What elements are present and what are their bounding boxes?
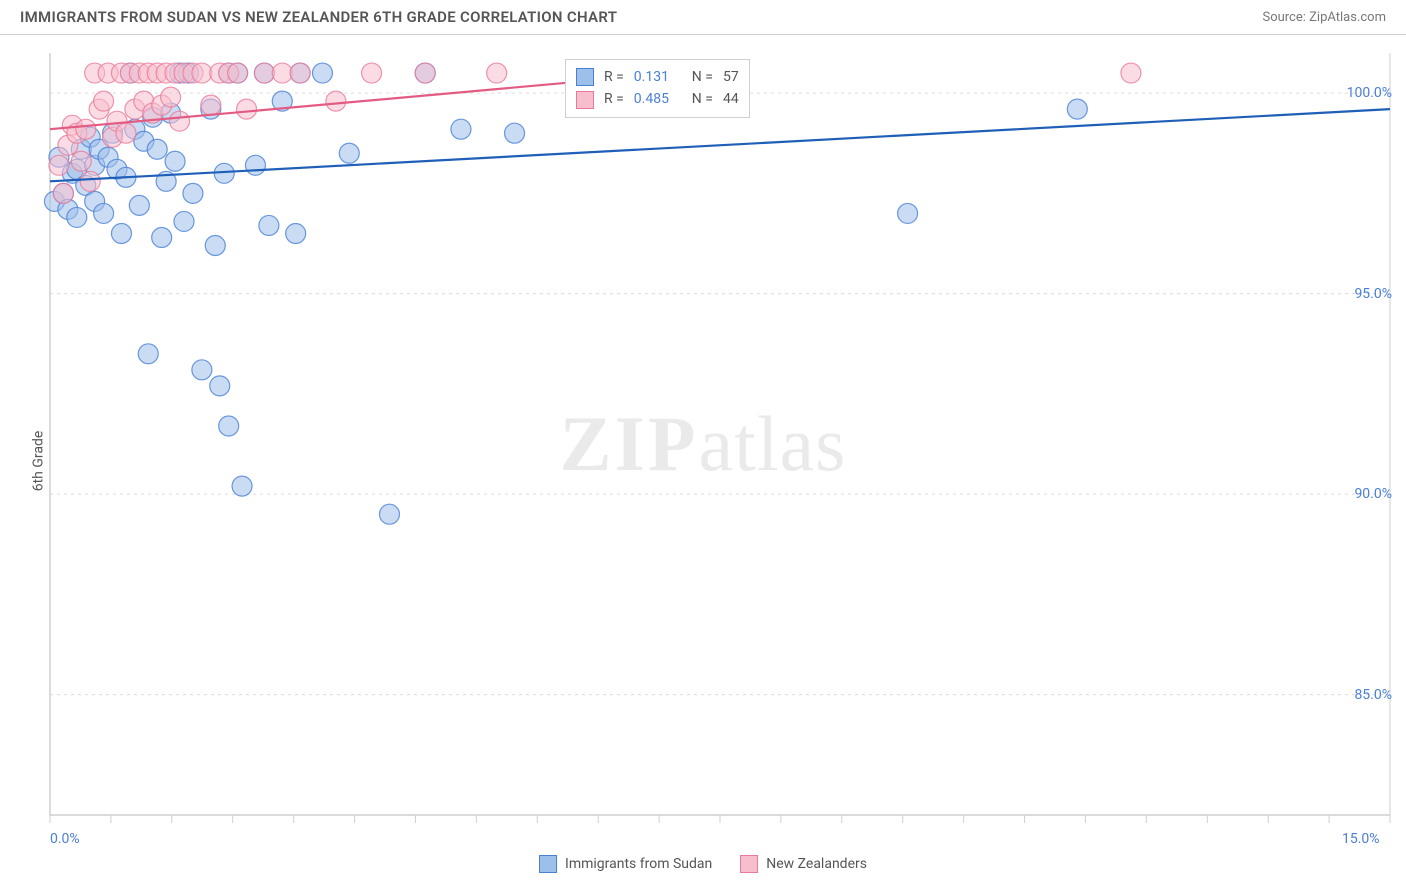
chart-area: 6th Grade ZIPatlas R =0.131N =57R =0.485… xyxy=(0,35,1406,887)
y-tick-label: 100.0% xyxy=(1347,85,1392,101)
title-bar: IMMIGRANTS FROM SUDAN VS NEW ZEALANDER 6… xyxy=(0,0,1406,35)
n-value: 57 xyxy=(723,66,739,88)
stats-row: R = 0.131 N = 57 xyxy=(576,66,739,88)
scatter-chart-svg xyxy=(0,35,1406,887)
legend-label: New Zealanders xyxy=(766,856,867,872)
r-label: R = xyxy=(604,66,624,88)
chart-title: IMMIGRANTS FROM SUDAN VS NEW ZEALANDER 6… xyxy=(20,8,617,26)
y-tick-label: 95.0% xyxy=(1354,286,1392,302)
n-value: 44 xyxy=(723,88,739,110)
series-swatch xyxy=(576,91,594,109)
legend-item: Immigrants from Sudan xyxy=(539,855,712,873)
y-tick-label: 90.0% xyxy=(1354,486,1392,502)
r-value: 0.131 xyxy=(634,66,682,88)
series-swatch xyxy=(576,68,594,86)
x-tick-label: 15.0% xyxy=(1342,831,1380,847)
source-label: Source: ZipAtlas.com xyxy=(1262,10,1386,25)
r-label: R = xyxy=(604,88,624,110)
x-tick-label: 0.0% xyxy=(50,831,80,847)
legend-item: New Zealanders xyxy=(740,855,867,873)
correlation-stats-box: R = 0.131 N = 57 R = 0.485 N = 44 xyxy=(565,59,750,118)
legend-bottom: Immigrants from Sudan New Zealanders xyxy=(539,855,867,873)
legend-label: Immigrants from Sudan xyxy=(565,856,712,872)
n-label: N = xyxy=(692,66,713,88)
y-tick-label: 85.0% xyxy=(1354,687,1392,703)
legend-swatch xyxy=(740,855,758,873)
r-value: 0.485 xyxy=(634,88,682,110)
y-axis-label: 6th Grade xyxy=(30,431,46,492)
stats-row: R = 0.485 N = 44 xyxy=(576,88,739,110)
legend-swatch xyxy=(539,855,557,873)
n-label: N = xyxy=(692,88,713,110)
